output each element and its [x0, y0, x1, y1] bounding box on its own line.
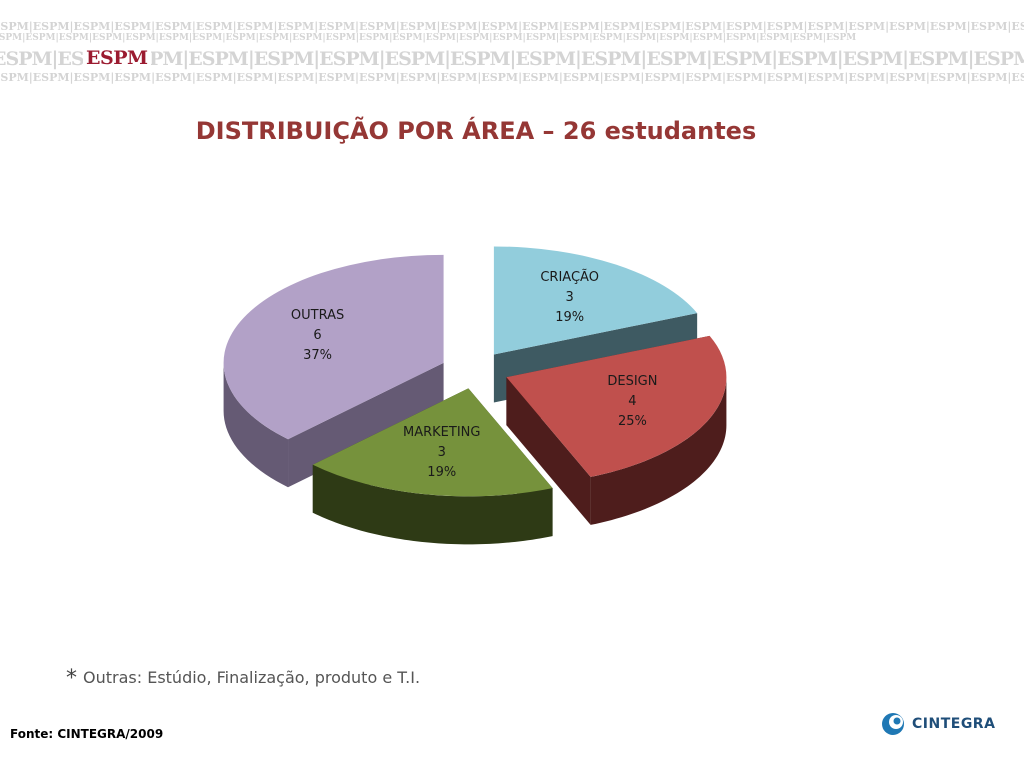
banner-pattern-row: ESPM|ESPM|ESPM|ESPM|ESPM|ESPM|ESPM|ESPM|… — [0, 20, 1024, 33]
pie-label-value: 3 — [566, 290, 574, 305]
source-note: Fonte: CINTEGRA/2009 — [10, 727, 164, 741]
pie-slice-side — [223, 362, 289, 488]
pie-slice-side — [312, 464, 553, 545]
pie-label-value: 4 — [628, 394, 636, 409]
pie-label-percent: 19% — [555, 310, 584, 325]
pie-label-name: CRIAÇÃO — [540, 269, 599, 285]
banner-pattern-row: ESPM|ESPM|ESPM|ESPM|ESPM|ESPM|ESPM|ESPM|… — [0, 33, 857, 43]
pie-slice-criação — [493, 246, 698, 355]
footnote-text: Outras: Estúdio, Finalização, produto e … — [83, 668, 421, 687]
chart-title: DISTRIBUIÇÃO POR ÁREA – 26 estudantes — [195, 117, 757, 145]
pie-slice-design — [506, 335, 727, 477]
pie-label-percent: 19% — [427, 465, 456, 480]
pie-slice-wall — [506, 377, 591, 525]
pie-label-value: 3 — [438, 445, 446, 460]
cintegra-logo-text: CINTEGRA — [912, 716, 996, 732]
banner-pattern-row: ESPM|ESPM|ESPM|ESPM|ESPM|ESPM|ESPM|ESPM|… — [0, 48, 1024, 70]
cintegra-logo: CINTEGRA — [880, 711, 995, 737]
espm-logo: ESPM — [83, 47, 151, 69]
pie-tops — [223, 246, 727, 497]
pie-label-name: MARKETING — [403, 425, 480, 440]
footnote-asterisk: * — [66, 666, 77, 691]
footnote: * Outras: Estúdio, Finalização, produto e… — [66, 666, 420, 691]
pie-label-name: DESIGN — [607, 374, 657, 389]
pie-slice-marketing — [312, 388, 553, 497]
pie-label-value: 6 — [313, 328, 321, 343]
pie-slice-wall — [288, 362, 444, 488]
cintegra-swirl-icon — [882, 713, 904, 735]
pie-label-percent: 37% — [303, 348, 332, 363]
espm-banner: ESPM|ESPM|ESPM|ESPM|ESPM|ESPM|ESPM|ESPM|… — [0, 18, 1024, 86]
pie-slice-side — [590, 377, 727, 525]
pie-label-name: OUTRAS — [291, 308, 344, 323]
pie-label-percent: 25% — [618, 414, 647, 429]
pie-slice-outras — [223, 254, 444, 440]
banner-pattern-row: ESPM|ESPM|ESPM|ESPM|ESPM|ESPM|ESPM|ESPM|… — [0, 71, 1024, 84]
pie-labels: CRIAÇÃO 3 19% DESIGN 4 25% MARKETING 3 19% OUTRAS… — [291, 269, 658, 480]
